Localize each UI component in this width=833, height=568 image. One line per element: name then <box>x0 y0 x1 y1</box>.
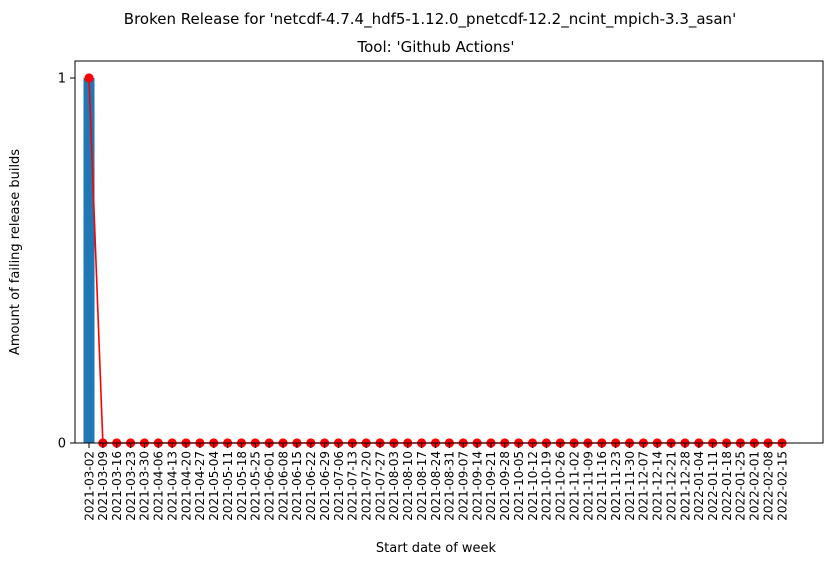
x-tick-label: 2021-04-13 <box>165 451 179 521</box>
x-tick-label: 2021-06-22 <box>304 451 318 521</box>
x-tick-label: 2021-04-06 <box>152 451 166 521</box>
x-tick-label: 2021-03-30 <box>138 451 152 521</box>
x-tick-label: 2021-06-15 <box>290 451 304 521</box>
x-tick-label: 2022-01-04 <box>692 451 706 521</box>
x-tick-label: 2021-10-12 <box>526 451 540 521</box>
x-tick-label: 2021-03-23 <box>124 451 138 521</box>
y-axis-label: Amount of failing release builds <box>8 149 23 355</box>
x-tick-label: 2021-12-14 <box>651 451 665 521</box>
x-tick-label: 2021-11-30 <box>623 451 637 521</box>
x-tick-label: 2021-08-03 <box>387 451 401 521</box>
x-tick-label: 2021-08-10 <box>401 451 415 521</box>
x-tick-label: 2021-09-21 <box>484 451 498 521</box>
bars-layer <box>83 78 95 443</box>
y-tick-label: 0 <box>58 437 66 452</box>
x-tick-label: 2021-07-27 <box>373 451 387 521</box>
x-tick-label: 2021-11-16 <box>595 451 609 521</box>
x-tick-label: 2021-05-25 <box>249 451 263 521</box>
x-tick-label: 2021-06-01 <box>262 451 276 521</box>
x-tick-label: 2022-01-18 <box>720 451 734 521</box>
x-tick-label: 2021-08-24 <box>429 451 443 521</box>
x-tick-label: 2022-02-01 <box>748 451 762 521</box>
x-tick-label: 2021-05-11 <box>221 451 235 521</box>
x-tick-label: 2021-11-23 <box>609 451 623 521</box>
x-tick-label: 2021-05-04 <box>207 451 221 521</box>
x-tick-label: 2021-10-26 <box>554 451 568 521</box>
chart-suptitle: Broken Release for 'netcdf-4.7.4_hdf5-1.… <box>124 10 736 29</box>
x-tick-label: 2021-06-08 <box>276 451 290 521</box>
x-tick-label: 2021-04-27 <box>193 451 207 521</box>
x-tick-label: 2021-03-09 <box>96 451 110 521</box>
x-tick-label: 2021-09-14 <box>470 451 484 521</box>
x-tick-label: 2021-12-28 <box>678 451 692 521</box>
x-tick-label: 2021-05-18 <box>235 451 249 521</box>
chart-title: Tool: 'Github Actions' <box>357 38 515 56</box>
x-tick-label: 2021-03-16 <box>110 451 124 521</box>
x-tick-label: 2021-10-19 <box>540 451 554 521</box>
x-tick-label: 2022-02-08 <box>761 451 775 521</box>
x-tick-label: 2021-07-13 <box>346 451 360 521</box>
x-tick-label: 2021-09-28 <box>498 451 512 521</box>
x-tick-label: 2021-11-02 <box>567 451 581 521</box>
x-tick-label: 2021-07-06 <box>332 451 346 521</box>
x-tick-label: 2022-01-11 <box>706 451 720 521</box>
x-tick-label: 2021-12-07 <box>637 451 651 521</box>
x-tick-label: 2021-06-29 <box>318 451 332 521</box>
x-tick-label: 2021-10-05 <box>512 451 526 521</box>
x-tick-label: 2021-03-02 <box>82 451 96 521</box>
bar <box>83 78 95 443</box>
x-tick-label: 2022-02-15 <box>775 451 789 521</box>
x-tick-label: 2021-11-09 <box>581 451 595 521</box>
x-tick-label: 2021-08-17 <box>415 451 429 521</box>
x-tick-label: 2021-12-21 <box>664 451 678 521</box>
plot-area <box>75 61 823 443</box>
line-point <box>84 73 94 83</box>
x-tick-label: 2021-04-20 <box>179 451 193 521</box>
x-tick-label: 2021-09-07 <box>457 451 471 521</box>
x-tick-label: 2022-01-25 <box>734 451 748 521</box>
x-axis-label: Start date of week <box>376 541 497 556</box>
y-tick-label: 1 <box>58 72 66 87</box>
x-tick-label: 2021-07-20 <box>360 451 374 521</box>
x-tick-label: 2021-08-31 <box>443 451 457 521</box>
